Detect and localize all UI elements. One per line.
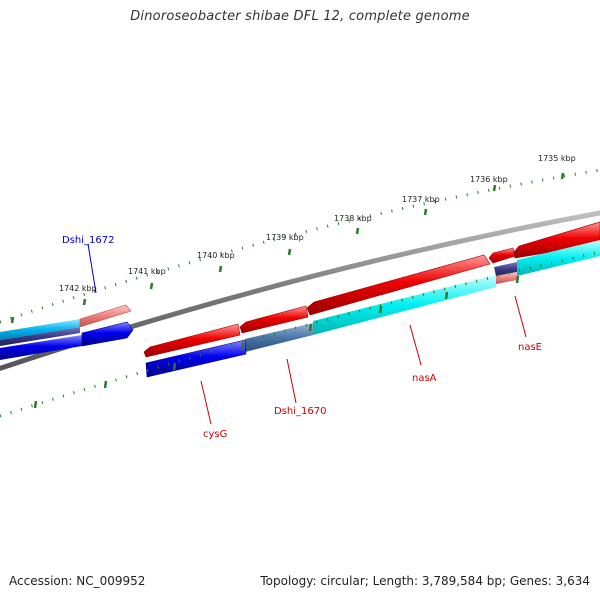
- label-nasA[interactable]: nasA: [412, 373, 437, 384]
- gene-segment-navy: [0, 327, 80, 346]
- callout-dshi-1670: [286, 358, 297, 404]
- gene-dshi-1672-arrow: [79, 304, 132, 328]
- callout-nasE: [514, 295, 527, 338]
- gene-segment-navy-right: [494, 262, 517, 276]
- gene-red-2: [239, 305, 309, 334]
- gene-nasA-red: [306, 254, 491, 316]
- callout-nasA: [409, 324, 422, 366]
- ruler-inner-ticks: [33, 275, 520, 409]
- ruler-label-1737: 1737 kbp: [402, 195, 440, 204]
- label-dshi-1672[interactable]: Dshi_1672: [62, 235, 114, 246]
- ruler-label-1740: 1740 kbp: [197, 251, 235, 260]
- callout-lines: [87, 243, 527, 425]
- gene-segment-blue-arrow: [81, 321, 134, 347]
- accession-text: Accession: NC_009952: [9, 574, 146, 588]
- ruler-label-1741: 1741 kbp: [128, 267, 166, 276]
- genome-summary-text: Topology: circular; Length: 3,789,584 bp…: [260, 574, 590, 588]
- map-title: Dinoroseobacter shibae DFL 12, complete …: [130, 9, 470, 24]
- ruler-label-1742: 1742 kbp: [59, 284, 97, 293]
- gene-segment-blue-left: [0, 335, 82, 360]
- ruler-major-ticks: [10, 172, 565, 324]
- ruler-label-1735: 1735 kbp: [538, 154, 576, 163]
- gene-red-1: [143, 323, 241, 358]
- ruler-label-1739: 1739 kbp: [266, 233, 304, 242]
- gene-red-4: [488, 247, 516, 264]
- ruler-outer: 1735 kbp 1736 kbp 1737 kbp 1738 kbp 1739…: [0, 154, 600, 324]
- label-nasE[interactable]: nasE: [518, 342, 542, 353]
- label-dshi-1670[interactable]: Dshi_1670: [274, 406, 326, 417]
- gene-segment-pink-right: [496, 272, 517, 284]
- callout-dshi-1672: [87, 243, 97, 294]
- ruler-label-1738: 1738 kbp: [334, 214, 372, 223]
- gene-cyan-right: [517, 240, 600, 276]
- callout-cysG: [200, 380, 212, 425]
- gene-nasA-cyan: [313, 275, 496, 335]
- gene-track-left[interactable]: [0, 304, 134, 360]
- gene-cysG-blue: [145, 339, 247, 378]
- label-cysG[interactable]: cysG: [203, 429, 227, 440]
- gene-track-main[interactable]: [143, 221, 600, 378]
- gene-dshi-1670-steel: [245, 323, 313, 352]
- ruler-label-1736: 1736 kbp: [470, 175, 508, 184]
- gene-segment-sky: [0, 319, 80, 340]
